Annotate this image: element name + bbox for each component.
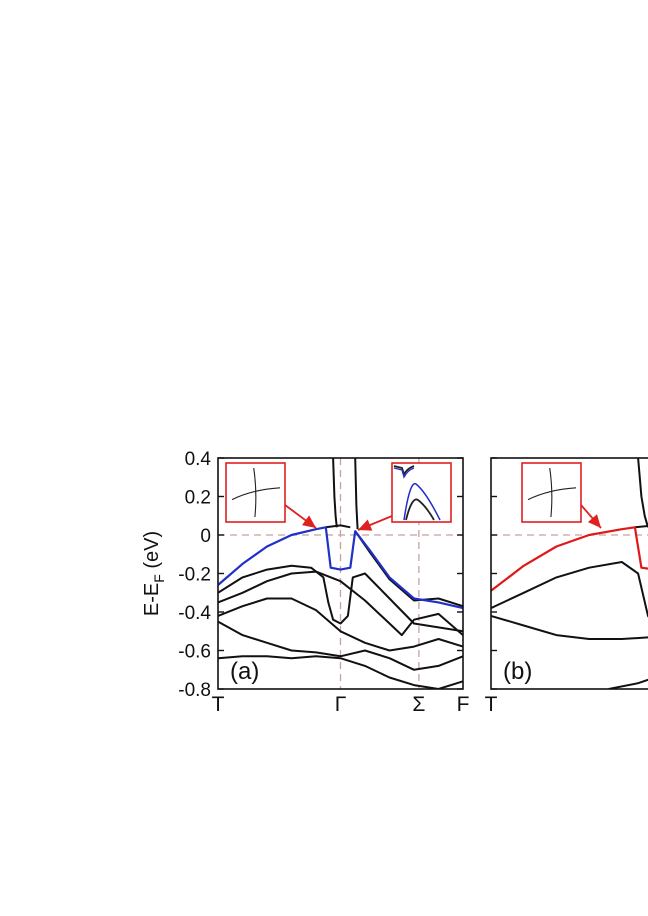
inset-band	[393, 465, 415, 477]
band-line	[354, 458, 359, 530]
band-line	[634, 525, 648, 529]
zoom-inset-box	[391, 462, 452, 523]
band-line	[637, 458, 648, 528]
arrow-head	[358, 519, 373, 531]
band-line	[491, 561, 648, 618]
y-tick-label: -0.4	[178, 603, 211, 624]
k-point-label: T	[212, 693, 225, 716]
panel-a: 0.40.20-0.2-0.4-0.6-0.8T Γ Σ F(a)E-EF (eV)	[141, 449, 469, 716]
band-line	[325, 524, 351, 529]
band-line	[608, 678, 648, 689]
y-tick-label: -0.2	[178, 565, 211, 586]
k-point-label: Σ	[412, 693, 425, 716]
plot-area	[491, 458, 648, 689]
k-point-label: Γ	[335, 693, 347, 716]
highlighted-band	[218, 526, 464, 610]
y-axis-title-subscript: F	[151, 574, 167, 583]
inset-band-highlight	[403, 482, 441, 521]
panel-label: (b)	[503, 658, 532, 685]
k-point-label: T	[485, 693, 498, 716]
y-tick-label: 0.2	[185, 488, 211, 509]
plot-area	[218, 458, 464, 689]
band-line	[491, 614, 648, 640]
panel-label: (a)	[230, 658, 259, 685]
band-line	[218, 655, 464, 689]
annotations	[225, 462, 602, 531]
k-point-label: F	[457, 693, 470, 716]
inset-band-crossing	[549, 467, 553, 518]
highlighted-band	[491, 526, 648, 592]
band-line	[332, 458, 338, 528]
y-tick-label: -0.6	[178, 642, 211, 663]
panel-b: TΓ(b)	[485, 457, 648, 716]
band-line	[218, 570, 464, 637]
y-axis-title-main: E-E	[141, 583, 163, 616]
inset-band-highlight	[393, 467, 415, 479]
band-line	[218, 597, 464, 652]
band-line	[218, 564, 464, 633]
y-axis-title-unit: (eV)	[141, 531, 163, 574]
y-tick-label: 0	[200, 526, 211, 547]
inset-band-crossing	[253, 467, 257, 518]
y-axis-title: E-EF (eV)	[141, 531, 167, 616]
arrow-head	[301, 515, 316, 528]
y-tick-label: -0.8	[178, 680, 211, 701]
arrow-head	[587, 514, 601, 528]
inset-band-crossing	[231, 487, 281, 501]
inset-band-crossing	[527, 487, 577, 501]
y-tick-label: 0.4	[185, 449, 212, 470]
band-line	[218, 620, 464, 671]
inset-band	[405, 498, 435, 521]
